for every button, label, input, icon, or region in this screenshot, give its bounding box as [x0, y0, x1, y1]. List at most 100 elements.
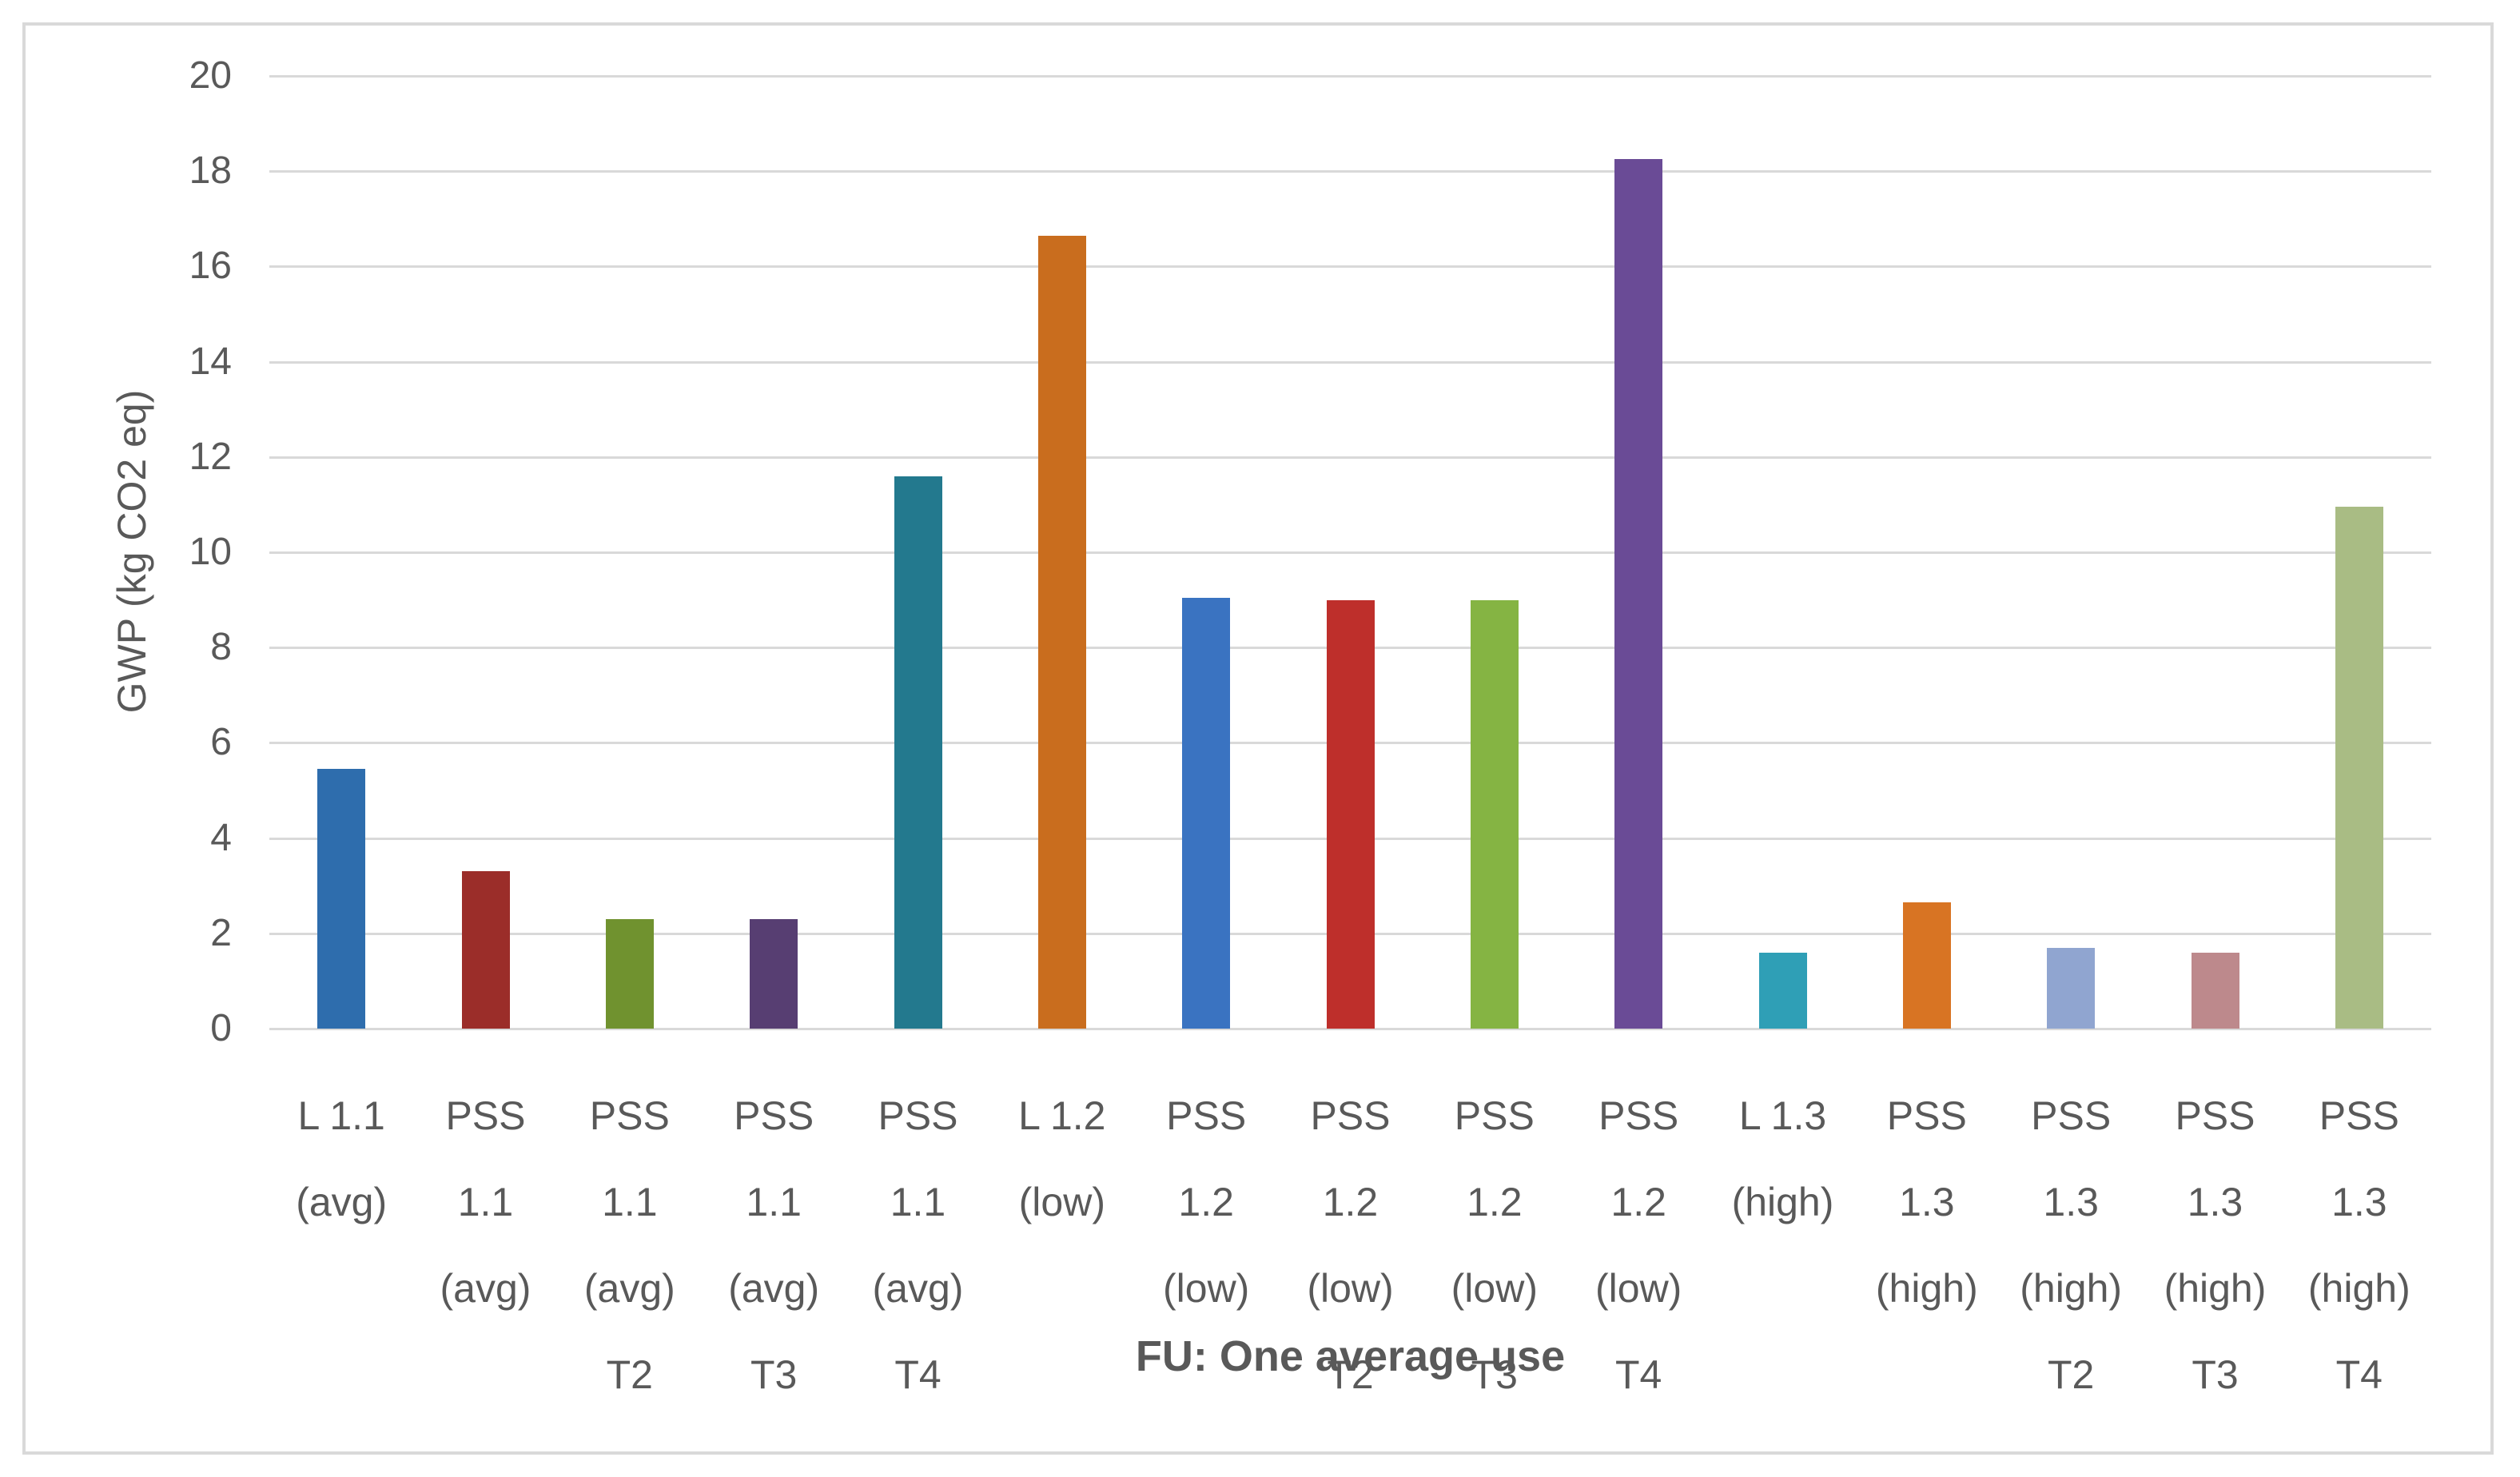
category-label-line: T4 — [894, 1352, 942, 1397]
category-label-line: PSS — [1166, 1093, 1247, 1138]
category-label-line: T4 — [2335, 1352, 2383, 1397]
category-label-line: 1.2 — [1467, 1180, 1523, 1224]
category-label-line: PSS — [445, 1093, 526, 1138]
gridline-y16 — [269, 265, 2431, 269]
bar-l-1.2-low- — [1037, 235, 1086, 1029]
category-label-line: 1.3 — [2043, 1180, 2099, 1224]
category-label-line: L 1.1 — [297, 1093, 385, 1138]
y-tick-label-20: 20 — [189, 54, 232, 97]
gridline-y14 — [269, 360, 2431, 364]
category-label-line: T2 — [606, 1352, 653, 1397]
bar-pss-1.1-avg- — [461, 871, 510, 1029]
category-label-line: 1.2 — [1610, 1180, 1666, 1224]
category-label-line: PSS — [1886, 1093, 1967, 1138]
category-label-line: T4 — [1614, 1352, 1662, 1397]
gridline-y18 — [269, 170, 2431, 173]
category-label-line: 1.2 — [1322, 1180, 1379, 1224]
category-label-l-1.3-high-: L 1.3 (high) — [1710, 1073, 1854, 1245]
y-tick-label-6: 6 — [210, 721, 232, 764]
category-label-pss-1.2-low-t2: PSS 1.2 (low) T2 — [1278, 1073, 1422, 1418]
category-label-line: T2 — [2047, 1352, 2095, 1397]
category-label-pss-1.1-avg-t3: PSS 1.1 (avg) T3 — [702, 1073, 846, 1418]
category-label-line: (low) — [1595, 1266, 1682, 1311]
category-label-pss-1.1-avg-t4: PSS 1.1 (avg) T4 — [846, 1073, 989, 1418]
bar-pss-1.2-low-t3 — [1470, 599, 1519, 1029]
plot-area — [269, 75, 2431, 1030]
category-label-line: (high) — [2307, 1266, 2411, 1311]
category-label-line: 1.1 — [890, 1180, 946, 1224]
bar-l-1.1-avg- — [317, 769, 366, 1029]
category-label-l-1.1-avg-: L 1.1 (avg) — [269, 1073, 413, 1245]
y-tick-label-18: 18 — [189, 149, 232, 193]
category-label-line: PSS — [1598, 1093, 1679, 1138]
category-label-line: L 1.3 — [1738, 1093, 1827, 1138]
y-tick-label-10: 10 — [189, 531, 232, 573]
category-label-line: 1.3 — [1899, 1180, 1955, 1224]
bar-l-1.3-high- — [1758, 952, 1807, 1029]
y-tick-label-8: 8 — [210, 626, 232, 669]
category-label-line: PSS — [589, 1093, 670, 1138]
category-label-line: PSS — [1310, 1093, 1391, 1138]
category-label-line: PSS — [2319, 1093, 2399, 1138]
y-tick-label-0: 0 — [210, 1007, 232, 1049]
category-label-line: (low) — [1451, 1266, 1538, 1311]
category-label-line: (avg) — [872, 1266, 964, 1311]
bar-pss-1.1-avg-t2 — [605, 918, 654, 1029]
category-label-line: PSS — [734, 1093, 814, 1138]
category-label-line: T2 — [1327, 1352, 1374, 1397]
y-tick-label-12: 12 — [189, 435, 232, 478]
category-label-line: 1.1 — [457, 1180, 514, 1224]
category-label-line: (low) — [1307, 1266, 1394, 1311]
chart-frame — [22, 22, 2494, 1455]
category-label-line: 1.3 — [2187, 1180, 2243, 1224]
gridline-y0 — [269, 1028, 2431, 1030]
category-label-line: 1.1 — [602, 1180, 658, 1224]
category-label-line: T3 — [750, 1352, 798, 1397]
category-label-line: (avg) — [296, 1180, 388, 1224]
category-label-pss-1.2-low-: PSS 1.2 (low) — [1134, 1073, 1278, 1332]
bar-pss-1.2-low- — [1182, 597, 1231, 1029]
category-label-l-1.2-low-: L 1.2 (low) — [990, 1073, 1134, 1245]
category-label-pss-1.2-low-t3: PSS 1.2 (low) T3 — [1423, 1073, 1567, 1418]
gridline-y10 — [269, 551, 2431, 554]
category-label-line: 1.1 — [746, 1180, 802, 1224]
category-label-line: PSS — [2175, 1093, 2255, 1138]
bar-pss-1.3-high- — [1902, 902, 1951, 1029]
category-label-pss-1.3-high-: PSS 1.3 (high) — [1855, 1073, 1999, 1332]
y-tick-label-14: 14 — [189, 340, 232, 383]
y-tick-label-16: 16 — [189, 245, 232, 288]
category-label-line: PSS — [1454, 1093, 1535, 1138]
category-label-line: T3 — [2192, 1352, 2239, 1397]
category-label-line: (avg) — [728, 1266, 820, 1311]
gridline-y20 — [269, 75, 2431, 78]
category-label-line: (low) — [1163, 1266, 1250, 1311]
category-label-line: (high) — [1875, 1266, 1978, 1311]
bar-pss-1.1-avg-t4 — [894, 476, 942, 1029]
category-label-line: PSS — [878, 1093, 958, 1138]
category-label-pss-1.3-high-t3: PSS 1.3 (high) T3 — [2143, 1073, 2287, 1418]
category-label-pss-1.3-high-t4: PSS 1.3 (high) T4 — [2287, 1073, 2431, 1418]
category-label-line: (avg) — [440, 1266, 531, 1311]
category-label-line: T3 — [1471, 1352, 1518, 1397]
bar-pss-1.1-avg-t3 — [750, 918, 798, 1029]
category-label-line: (high) — [1731, 1180, 1834, 1224]
bar-pss-1.3-high-t4 — [2335, 507, 2383, 1029]
category-label-line: (avg) — [583, 1266, 675, 1311]
bar-pss-1.2-low-t4 — [1614, 159, 1663, 1029]
bar-pss-1.3-high-t3 — [2191, 952, 2239, 1029]
x-axis-title: FU: One average use — [1135, 1332, 1566, 1380]
category-label-pss-1.2-low-t4: PSS 1.2 (low) T4 — [1567, 1073, 1710, 1418]
category-label-line: (high) — [2020, 1266, 2123, 1311]
bar-pss-1.2-low-t2 — [1326, 599, 1375, 1029]
category-label-pss-1.3-high-t2: PSS 1.3 (high) T2 — [1999, 1073, 2143, 1418]
category-label-line: 1.2 — [1178, 1180, 1234, 1224]
category-label-line: (low) — [1018, 1180, 1105, 1224]
y-tick-label-4: 4 — [210, 816, 232, 859]
y-tick-label-2: 2 — [210, 911, 232, 954]
gridline-y12 — [269, 456, 2431, 459]
category-label-pss-1.1-avg-t2: PSS 1.1 (avg) T2 — [558, 1073, 702, 1418]
category-label-line: L 1.2 — [1018, 1093, 1106, 1138]
category-label-pss-1.1-avg-: PSS 1.1 (avg) — [413, 1073, 557, 1332]
bar-pss-1.3-high-t2 — [2047, 947, 2096, 1029]
